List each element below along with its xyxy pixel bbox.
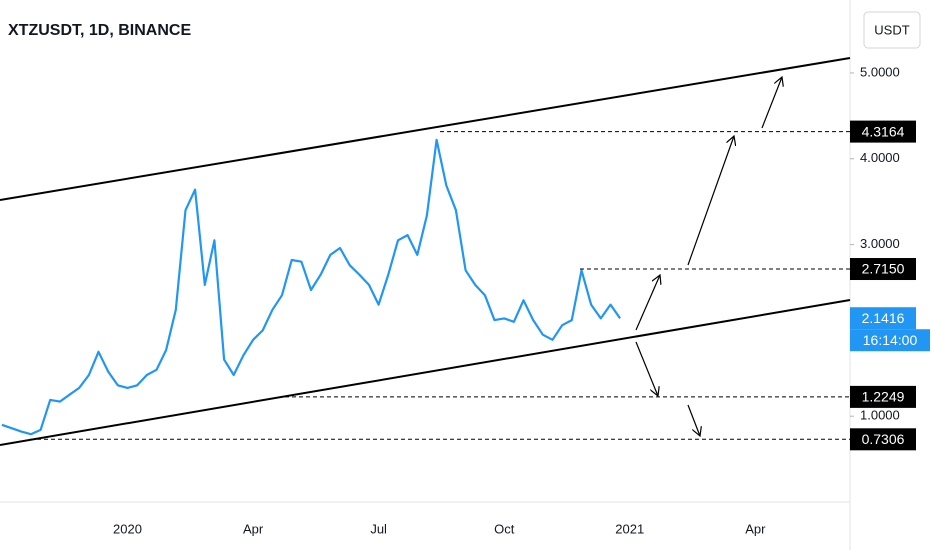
price-line: [1, 138, 622, 436]
last-price-label: 2.1416: [862, 310, 905, 326]
plot-area: [1, 138, 622, 436]
currency-label[interactable]: USDT: [874, 22, 909, 37]
arrow: [761, 77, 782, 129]
level-box: [850, 428, 916, 451]
level-box: [850, 385, 916, 408]
x-tick-label: Oct: [494, 521, 515, 536]
chart-title: XTZUSDT, 1D, BINANCE: [8, 22, 191, 39]
x-tick-label: Apr: [243, 521, 264, 536]
x-tick-label: 2021: [615, 521, 644, 536]
level-label: 2.7150: [862, 261, 905, 277]
arrow: [687, 404, 700, 436]
countdown-box: [850, 329, 930, 352]
y-tick-label: 1.0000: [860, 408, 900, 423]
level-box: [850, 120, 916, 143]
y-tick-label: 5.0000: [860, 64, 900, 79]
arrow: [635, 275, 660, 331]
x-tick-label: Apr: [745, 521, 766, 536]
x-tick-label: Jul: [370, 521, 387, 536]
channel-top: [0, 57, 851, 201]
last-price-box: [850, 307, 916, 330]
currency-button[interactable]: [863, 11, 921, 49]
arrows: [635, 77, 782, 436]
level-label: 0.7306: [862, 431, 905, 447]
x-tick-label: 2020: [113, 521, 142, 536]
y-tick-label: 4.0000: [860, 150, 900, 165]
level-box: [850, 258, 916, 281]
y-tick-label: 3.0000: [860, 236, 900, 251]
countdown-label: 16:14:00: [863, 332, 918, 348]
channel-bottom: [0, 299, 851, 446]
level-label: 1.2249: [862, 389, 905, 405]
level-label: 4.3164: [862, 123, 905, 139]
arrow: [635, 341, 658, 396]
arrow: [687, 136, 734, 266]
